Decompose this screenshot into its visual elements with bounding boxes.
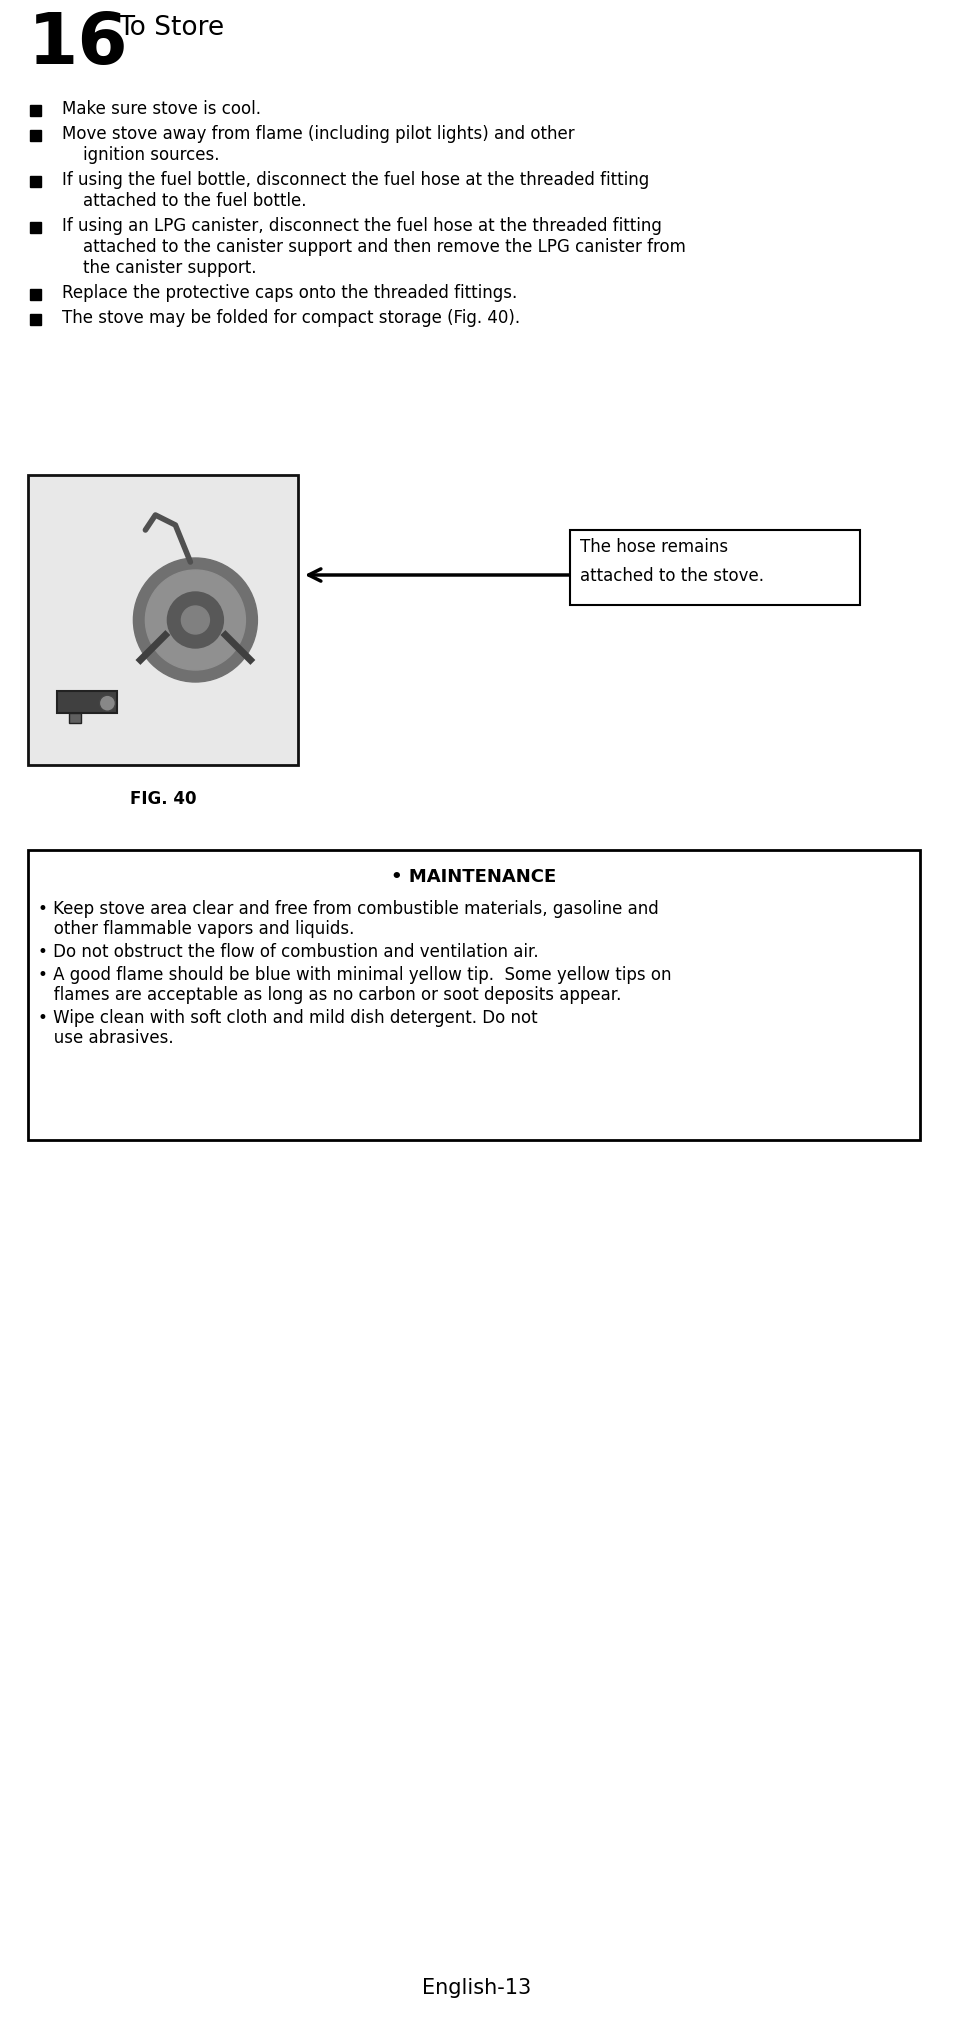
Circle shape <box>133 558 257 681</box>
Text: FIG. 40: FIG. 40 <box>130 791 196 807</box>
Text: other flammable vapors and liquids.: other flammable vapors and liquids. <box>38 921 354 939</box>
Text: the canister support.: the canister support. <box>62 260 256 278</box>
Bar <box>30 221 41 233</box>
Bar <box>30 176 41 187</box>
Text: Make sure stove is cool.: Make sure stove is cool. <box>62 99 261 118</box>
Text: English-13: English-13 <box>422 1977 531 1998</box>
Text: • Keep stove area clear and free from combustible materials, gasoline and: • Keep stove area clear and free from co… <box>38 900 659 919</box>
Text: ignition sources.: ignition sources. <box>62 146 219 164</box>
Text: use abrasives.: use abrasives. <box>38 1028 173 1046</box>
Bar <box>30 290 41 300</box>
Text: To Store: To Store <box>118 14 224 41</box>
Text: flames are acceptable as long as no carbon or soot deposits appear.: flames are acceptable as long as no carb… <box>38 986 620 1004</box>
Text: Move stove away from flame (including pilot lights) and other: Move stove away from flame (including pi… <box>62 126 574 144</box>
Circle shape <box>167 592 223 649</box>
Bar <box>57 692 117 714</box>
Text: • Do not obstruct the flow of combustion and ventilation air.: • Do not obstruct the flow of combustion… <box>38 943 538 961</box>
Bar <box>28 850 919 1140</box>
Bar <box>569 529 859 604</box>
Text: • Wipe clean with soft cloth and mild dish detergent. Do not: • Wipe clean with soft cloth and mild di… <box>38 1010 537 1026</box>
Text: If using an LPG canister, disconnect the fuel hose at the threaded fitting: If using an LPG canister, disconnect the… <box>62 217 661 235</box>
Circle shape <box>181 606 209 635</box>
Text: 16: 16 <box>28 10 129 79</box>
Bar <box>28 475 297 765</box>
Text: • MAINTENANCE: • MAINTENANCE <box>391 868 556 886</box>
Text: Replace the protective caps onto the threaded fittings.: Replace the protective caps onto the thr… <box>62 284 517 302</box>
Bar <box>30 314 41 324</box>
Bar <box>70 714 81 724</box>
Text: attached to the fuel bottle.: attached to the fuel bottle. <box>62 193 306 211</box>
Circle shape <box>145 570 245 669</box>
Bar <box>30 105 41 116</box>
Text: The hose remains
attached to the stove.: The hose remains attached to the stove. <box>579 537 763 586</box>
Bar <box>30 130 41 142</box>
Circle shape <box>99 696 115 712</box>
Text: If using the fuel bottle, disconnect the fuel hose at the threaded fitting: If using the fuel bottle, disconnect the… <box>62 170 649 189</box>
Text: attached to the canister support and then remove the LPG canister from: attached to the canister support and the… <box>62 237 685 256</box>
Text: The stove may be folded for compact storage (Fig. 40).: The stove may be folded for compact stor… <box>62 308 519 327</box>
Text: • A good flame should be blue with minimal yellow tip.  Some yellow tips on: • A good flame should be blue with minim… <box>38 965 671 984</box>
